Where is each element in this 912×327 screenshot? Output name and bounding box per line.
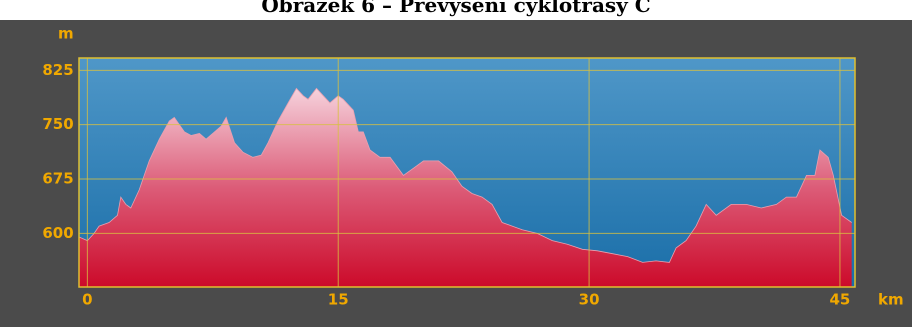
x-tick-label: 15 bbox=[328, 291, 349, 309]
y-axis-label: m bbox=[58, 25, 74, 43]
plot-frame bbox=[78, 57, 856, 288]
y-tick-label: 825 bbox=[42, 61, 73, 79]
chart-title: Obrázek 6 – Převýšení cyklotrasy C bbox=[261, 0, 650, 17]
y-tick-label: 600 bbox=[42, 224, 73, 242]
y-tick-label: 675 bbox=[42, 170, 73, 188]
x-tick-label: 0 bbox=[82, 291, 92, 309]
x-tick-label: 30 bbox=[579, 291, 600, 309]
area-fill bbox=[79, 88, 852, 288]
x-tick-label: 45 bbox=[830, 291, 851, 309]
x-axis-label: km bbox=[878, 291, 904, 309]
y-tick-label: 750 bbox=[42, 115, 73, 133]
